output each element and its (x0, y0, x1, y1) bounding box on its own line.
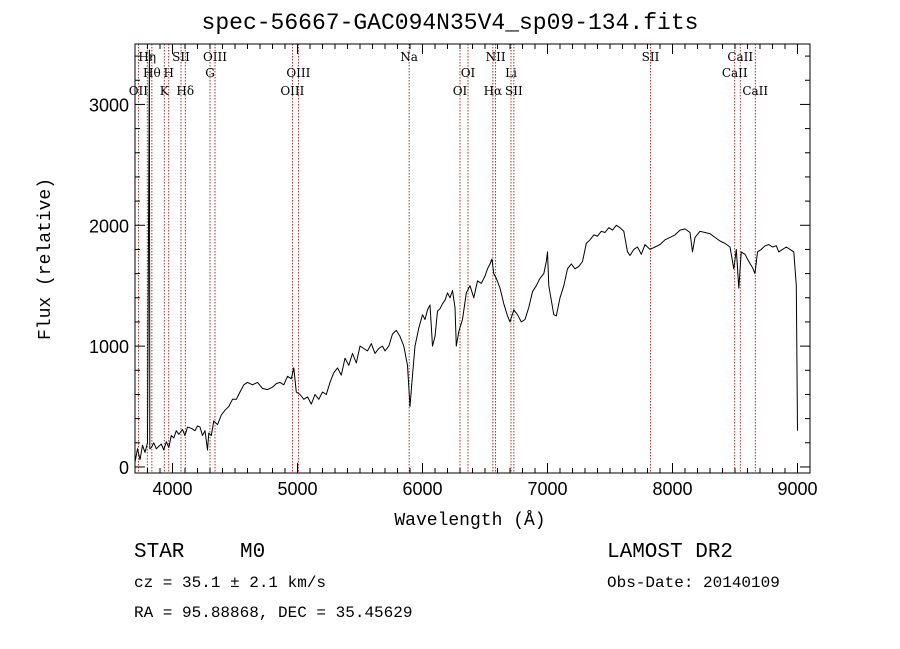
spectral-line-label: SII (642, 50, 660, 64)
spectral-line-label: OI (453, 84, 468, 98)
spectral-line-label: Hδ (176, 84, 194, 98)
x-tick-label: 4000 (152, 479, 192, 499)
y-axis-label: Flux (relative) (36, 177, 56, 340)
x-tick-label: 5000 (277, 479, 317, 499)
survey-name: LAMOST DR2 (607, 541, 734, 564)
redshift-velocity: cz = 35.1 ± 2.1 km/s (134, 574, 327, 592)
spectral-line-label: Hη (138, 50, 156, 64)
object-class: STAR (134, 541, 185, 564)
plot-frame (134, 43, 811, 474)
spectral-line-label: Hα (484, 84, 503, 98)
spectral-line-label: Hθ (143, 66, 161, 80)
spectral-line-label: SII (505, 84, 523, 98)
object-subclass: M0 (240, 541, 266, 564)
line-marker-layer (137, 44, 756, 473)
spectral-line-label: NII (486, 50, 506, 64)
spectral-line-label: OIII (286, 66, 310, 80)
chart-title: spec-56667-GAC094N35V4_sp09-134.fits (201, 10, 699, 36)
line-label-layer: Hη Hθ OII HK SII Hδ G OIII OIII OIII Na OI OI Hα NII Li… (129, 50, 769, 98)
y-tick-label: 2000 (89, 216, 129, 236)
spectral-line-label: OIII (203, 50, 227, 64)
y-tick-label: 1000 (89, 337, 129, 357)
x-tick-label: 6000 (402, 479, 442, 499)
axis-tick-layer: 4000 5000 6000 7000 8000 9000 0 1000 2000 3000 (89, 44, 818, 499)
spectral-line-label: CaII (722, 66, 748, 80)
spectrum-series-layer (134, 49, 798, 463)
spectral-line-label: OI (461, 66, 476, 80)
x-tick-label: 9000 (777, 479, 817, 499)
spectral-line-label: H (164, 66, 174, 80)
x-tick-label: 8000 (652, 479, 692, 499)
x-axis-label: Wavelength (Å) (394, 511, 546, 531)
spectral-line-label: CaII (727, 50, 753, 64)
y-tick-label: 0 (119, 458, 129, 478)
spectral-line-label: G (205, 66, 215, 80)
spectral-line-label: Na (400, 50, 418, 64)
spectral-line-label: SII (172, 50, 190, 64)
spectral-line-label: CaII (742, 84, 768, 98)
spectral-line-label: K (160, 84, 170, 98)
spectral-line-label: OIII (280, 84, 304, 98)
coordinates: RA = 95.88868, DEC = 35.45629 (134, 604, 413, 622)
observation-date: Obs-Date: 20140109 (607, 574, 780, 592)
x-tick-label: 7000 (527, 479, 567, 499)
spectral-line-label: OII (129, 84, 149, 98)
y-tick-label: 3000 (89, 95, 129, 115)
spectral-line-label: Li (505, 66, 517, 80)
spectrum-line (134, 49, 798, 463)
